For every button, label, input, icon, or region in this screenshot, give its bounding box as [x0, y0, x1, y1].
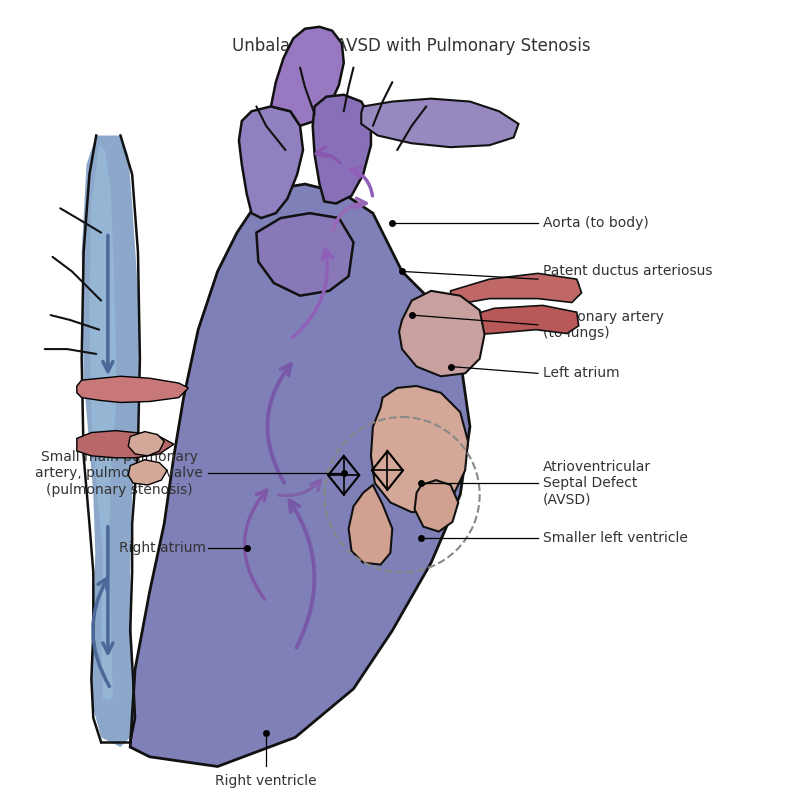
Polygon shape: [77, 430, 174, 458]
Text: Left atrium: Left atrium: [542, 366, 619, 380]
Text: Patent ductus arteriosus
(PDA): Patent ductus arteriosus (PDA): [542, 264, 712, 294]
Polygon shape: [82, 135, 140, 747]
Text: Right ventricle: Right ventricle: [215, 774, 317, 788]
Polygon shape: [313, 94, 371, 203]
Polygon shape: [128, 431, 164, 456]
Polygon shape: [371, 386, 468, 512]
Text: Atrioventricular
Septal Defect
(AVSD): Atrioventricular Septal Defect (AVSD): [542, 460, 651, 506]
Polygon shape: [414, 480, 458, 531]
Text: Pulmonary artery
(to lungs): Pulmonary artery (to lungs): [542, 310, 664, 340]
Text: Aorta (to body): Aorta (to body): [542, 216, 649, 230]
Polygon shape: [77, 376, 189, 402]
Polygon shape: [450, 274, 582, 306]
Polygon shape: [130, 184, 470, 766]
Polygon shape: [239, 106, 303, 218]
Polygon shape: [90, 146, 117, 701]
Polygon shape: [399, 291, 485, 376]
Polygon shape: [362, 98, 518, 147]
Text: Smaller left ventricle: Smaller left ventricle: [542, 531, 688, 546]
Text: Unbalanced AVSD with Pulmonary Stenosis: Unbalanced AVSD with Pulmonary Stenosis: [232, 38, 591, 55]
Polygon shape: [455, 306, 578, 335]
Polygon shape: [256, 213, 354, 296]
Polygon shape: [271, 27, 344, 126]
Text: Small main pulmonary
artery, pulmonary valve
(pulmonary stenosis): Small main pulmonary artery, pulmonary v…: [35, 450, 203, 497]
Polygon shape: [349, 485, 392, 565]
Text: Right atrium: Right atrium: [119, 541, 206, 555]
Polygon shape: [128, 460, 167, 485]
